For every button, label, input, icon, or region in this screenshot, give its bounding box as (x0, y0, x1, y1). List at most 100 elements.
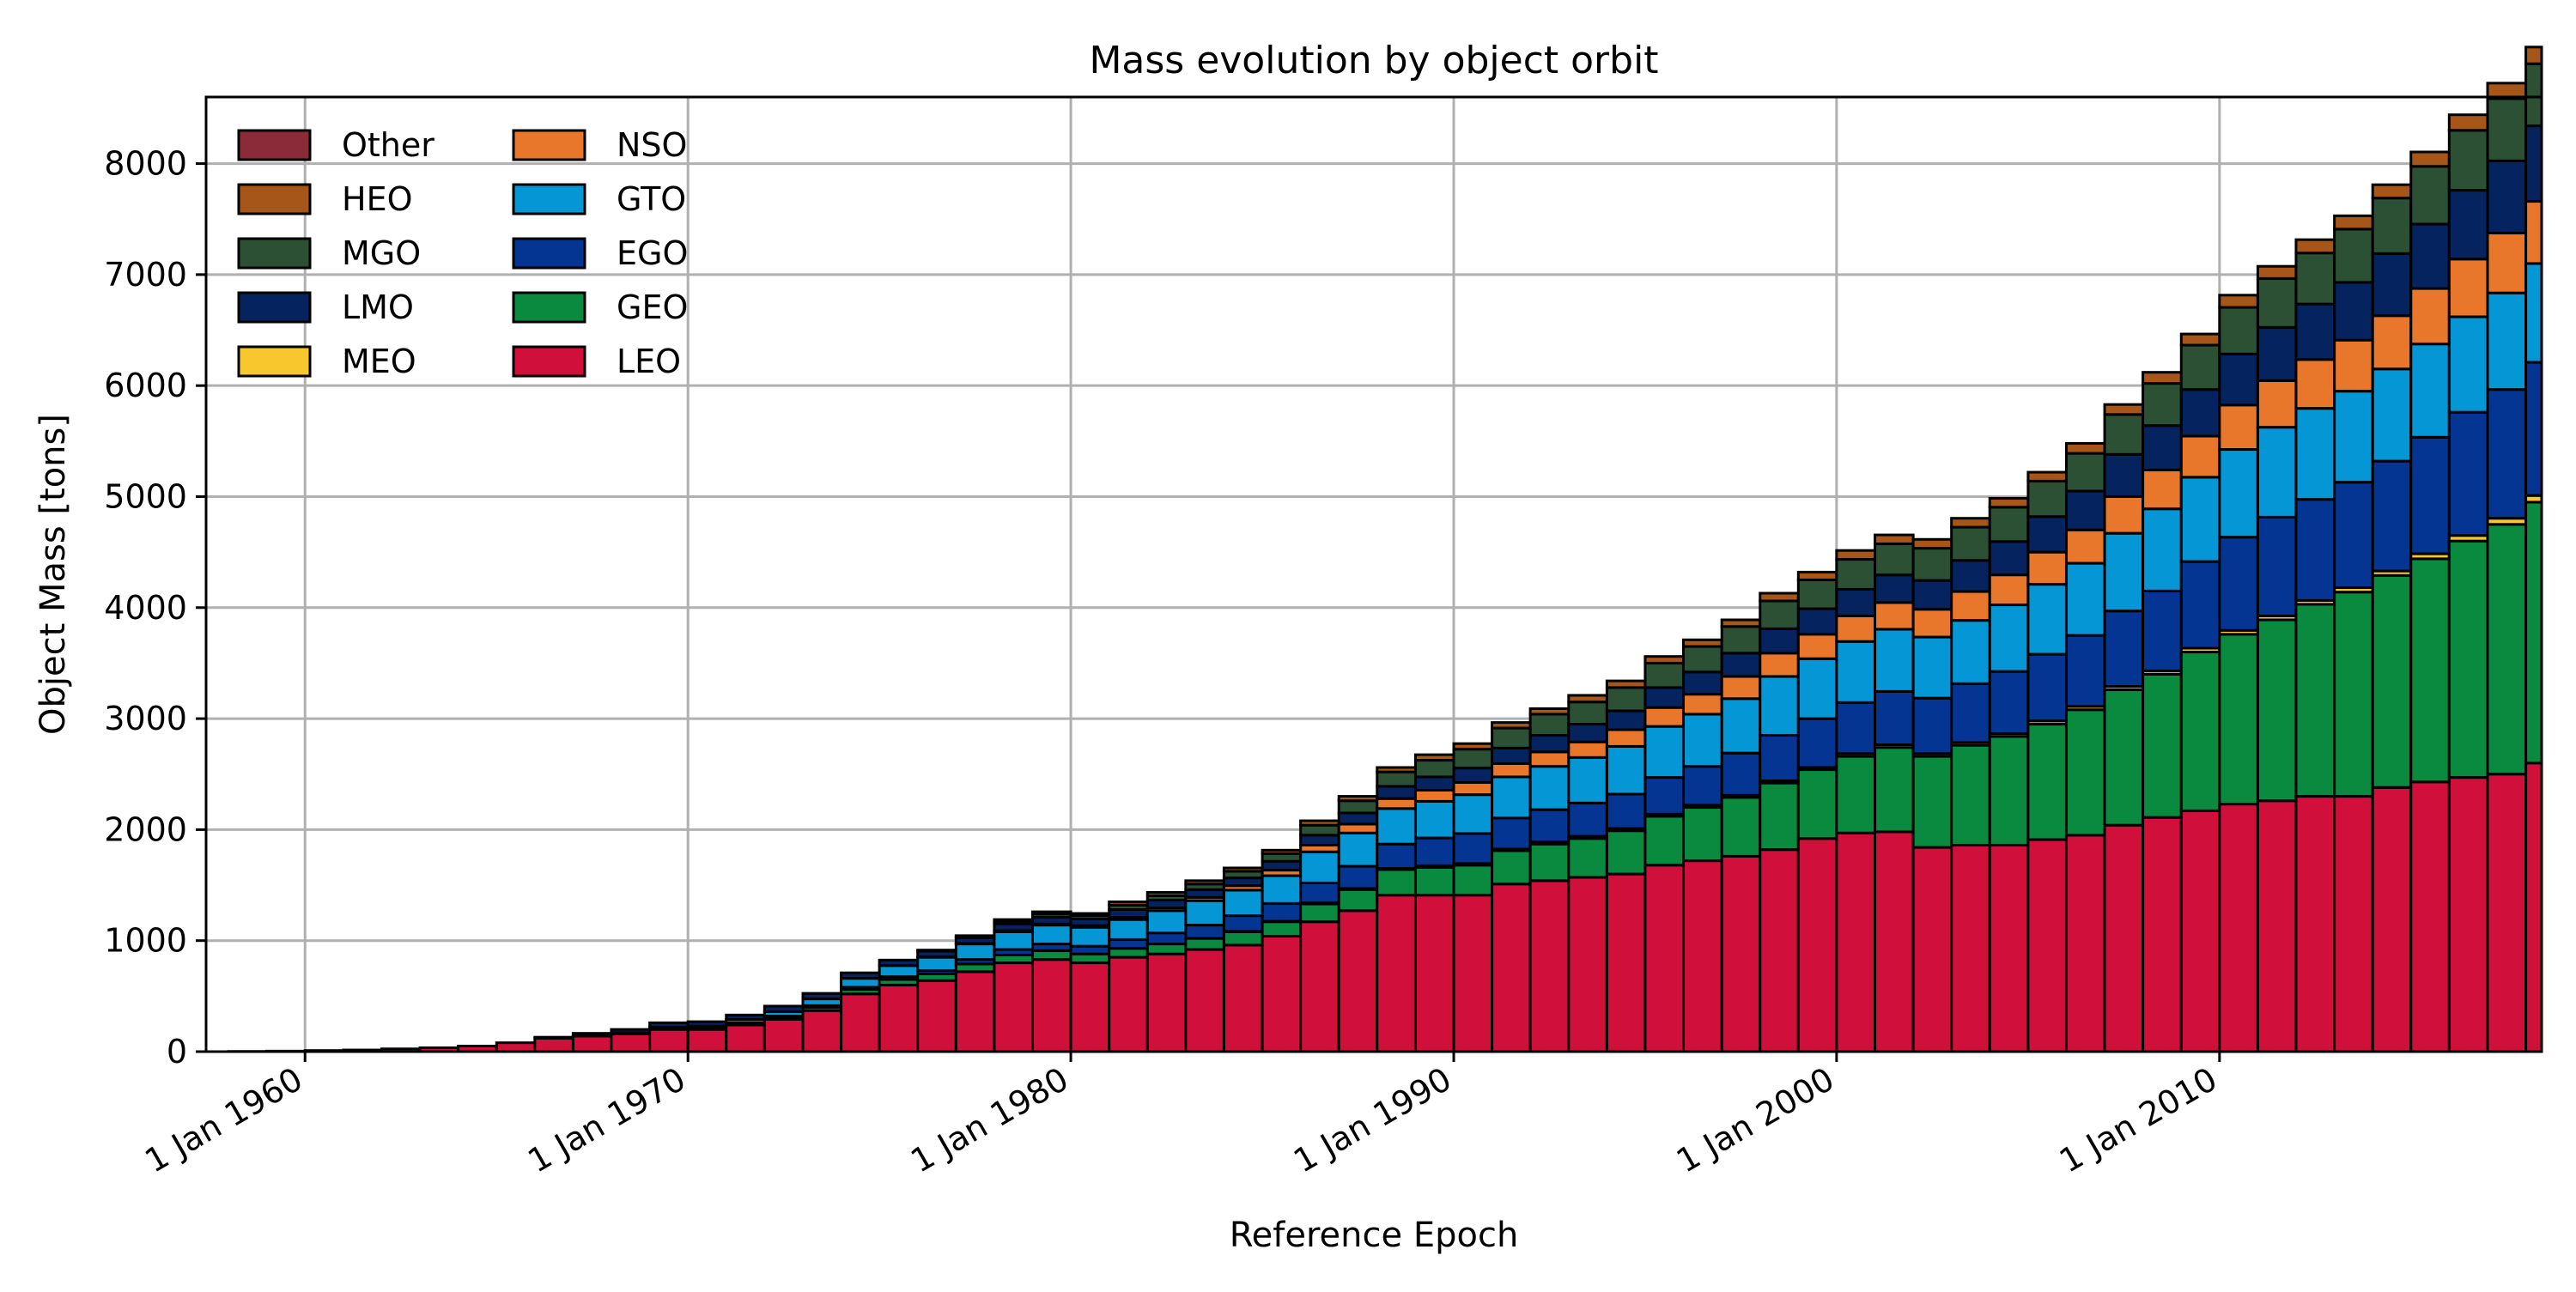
bar-segment-ego (1339, 866, 1377, 889)
bar-segment-nso (2372, 316, 2411, 369)
bar-segment-lmo (2066, 491, 2105, 530)
legend-label-heo: HEO (342, 180, 413, 218)
bar-segment-lmo (573, 1034, 611, 1036)
bar-segment-geo (2488, 525, 2526, 774)
bar-segment-ego (1607, 794, 1645, 828)
bar-segment-ego (2372, 461, 2411, 571)
bar-segment-leo (764, 1020, 803, 1052)
bar-segment-nso (1913, 610, 1952, 637)
bar-segment-mgo (2028, 481, 2067, 516)
bar-segment-mgo (1645, 663, 1684, 687)
bar-segment-leo (688, 1029, 726, 1052)
bar-segment-gto (1837, 641, 1875, 702)
bar-segment-heo (1607, 681, 1645, 688)
bar-segment-leo (573, 1036, 611, 1052)
bar-segment-gto (2449, 317, 2488, 412)
bar-segment-mgo (2488, 99, 2526, 161)
bar-segment-geo (1875, 748, 1914, 832)
bar-segment-lmo (1454, 768, 1492, 783)
bar-segment-heo (1301, 821, 1340, 825)
bar-segment-gto (2411, 344, 2450, 438)
bar-segment-geo (1492, 851, 1531, 884)
bar-segment-heo (1377, 767, 1416, 772)
bar-segment-heo (1990, 498, 2028, 506)
bar-segment-leo (1262, 937, 1301, 1052)
bar-segment-ego (1875, 691, 1914, 744)
bar-segment-gto (1186, 901, 1224, 925)
bar-segment-nso (1569, 742, 1607, 757)
bar-segment-geo (1569, 839, 1607, 877)
bar-segment-geo (1760, 783, 1799, 850)
bar-segment-nso (2181, 436, 2220, 477)
bar-segment-nso (2257, 380, 2296, 427)
bar-segment-gto (1377, 809, 1416, 844)
bar-segment-nso (1607, 730, 1645, 746)
bar-segment-gto (1301, 852, 1340, 883)
bar-segment-gto (1262, 876, 1301, 903)
bar-segment-leo (1645, 865, 1684, 1052)
bar-segment-ego (1186, 925, 1224, 939)
y-tick-label: 6000 (104, 367, 187, 404)
bar-segment-mgo (1377, 772, 1416, 786)
bar-segment-mgo (2411, 167, 2450, 224)
bar-segment-ego (1301, 883, 1340, 902)
bar-segment-heo (1109, 901, 1148, 905)
bar-segment-geo (1837, 756, 1875, 833)
bar-segment-lmo (2372, 253, 2411, 315)
bar-segment-mgo (1339, 801, 1377, 813)
bar-segment-nso (1722, 676, 1760, 699)
bar-segment-leo (2526, 763, 2542, 1052)
bar-segment-leo (1339, 911, 1377, 1052)
legend-label-ego: EGO (617, 234, 688, 272)
bar-segment-gto (1147, 911, 1186, 933)
bar-segment-mgo (2181, 345, 2220, 390)
bar-segment-heo (1798, 572, 1837, 579)
bar-segment-lmo (1569, 725, 1607, 743)
bar-segment-leo (1032, 960, 1071, 1052)
legend-label-gto: GTO (617, 180, 686, 218)
bar-segment-leo (1837, 833, 1875, 1052)
bar-segment-ego (1760, 735, 1799, 780)
bar-segment-leo (1990, 845, 2028, 1052)
bar-segment-lmo (1913, 580, 1952, 610)
bar-segment-leo (879, 985, 918, 1052)
bar-segment-gto (1530, 767, 1569, 810)
bar-segment-heo (918, 950, 957, 951)
bar-segment-ego (1454, 834, 1492, 864)
bar-segment-leo (1760, 850, 1799, 1052)
bar-segment-ego (1722, 753, 1760, 795)
bar-segment-geo (1262, 922, 1301, 937)
bar-segment-lmo (1607, 711, 1645, 730)
bar-segment-lmo (841, 973, 880, 978)
bar-segment-gto (2335, 391, 2373, 482)
bar-segment-heo (2449, 115, 2488, 130)
bar-segment-gto (1071, 927, 1109, 946)
bar-segment-heo (2028, 472, 2067, 481)
bar-segment-ego (1224, 916, 1262, 931)
bar-segment-leo (2372, 787, 2411, 1052)
bar-segment-leo (2143, 817, 2182, 1052)
bar-segment-geo (2296, 604, 2335, 797)
bar-segment-heo (1569, 695, 1607, 702)
bar-segment-heo (1339, 797, 1377, 801)
bar-segment-heo (2335, 215, 2373, 229)
legend-swatch-mgo (239, 239, 310, 268)
bar-segment-geo (1454, 865, 1492, 895)
bar-segment-mgo (1837, 560, 1875, 590)
bar-segment-geo (1913, 756, 1952, 847)
bar-segment-lmo (764, 1006, 803, 1011)
bar-segment-gto (1722, 699, 1760, 753)
bar-segment-gto (1913, 637, 1952, 698)
bar-segment-heo (1147, 892, 1186, 895)
bar-segment-leo (1224, 945, 1262, 1052)
bar-segment-gto (1032, 925, 1071, 944)
bar-segment-geo (1377, 870, 1416, 895)
bar-segment-nso (2449, 259, 2488, 317)
bar-segment-heo (1530, 708, 1569, 713)
bar-segment-geo (2449, 541, 2488, 777)
bar-segment-geo (1301, 904, 1340, 922)
bar-segment-mgo (1569, 702, 1607, 725)
bar-segment-geo (1684, 808, 1722, 861)
bar-segment-lmo (611, 1029, 650, 1033)
